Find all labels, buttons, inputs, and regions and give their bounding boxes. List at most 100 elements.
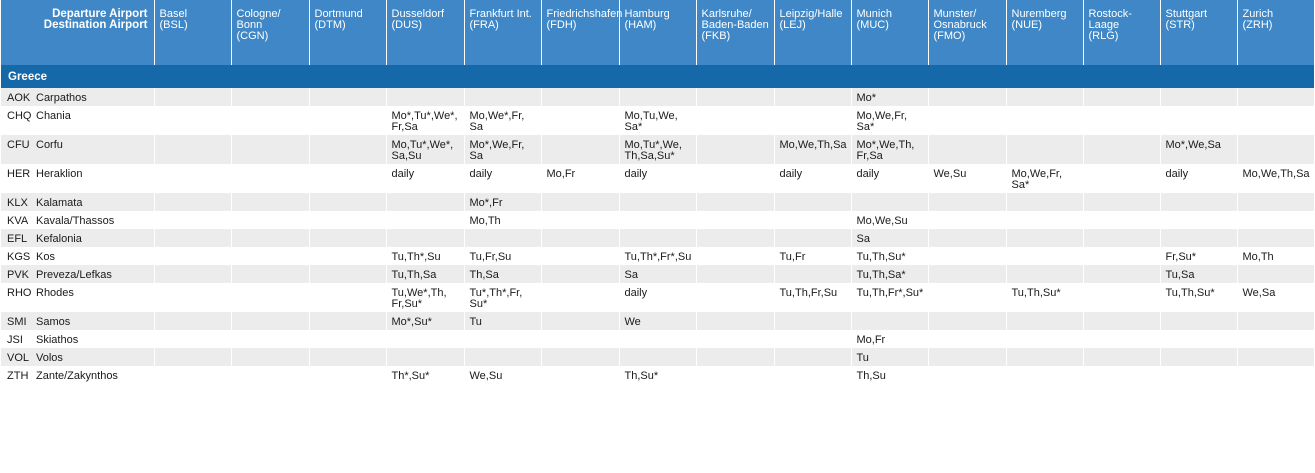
departure-column-header: Friedrichshafen (FDH)	[541, 0, 622, 65]
schedule-cell	[1237, 366, 1315, 384]
destination-row: RHO Rhodes Tu,We*,Th, Fr,Su* Tu*,Th*,Fr, Su…	[1, 283, 1315, 312]
schedule-cell	[309, 312, 387, 330]
schedule-cell: Mo*,We,Sa	[1160, 135, 1238, 164]
schedule-cell	[154, 283, 232, 312]
schedule-cell	[309, 211, 387, 229]
destination-name: Preveza/Lefkas	[36, 269, 112, 281]
destination-code: CHQ	[7, 110, 32, 122]
destination-code: KGS	[7, 251, 31, 263]
schedule-cell	[1083, 348, 1161, 366]
destination-airport-label: Destination Airport	[43, 19, 148, 31]
departure-column-header: Basel (BSL)	[154, 0, 232, 65]
schedule-cell	[774, 366, 852, 384]
schedule-cell: We	[619, 312, 697, 330]
section-title: Greece	[1, 65, 1314, 88]
departure-airport-code: (HAM)	[624, 19, 657, 31]
schedule-cell	[154, 211, 232, 229]
departure-column-header: Nuremberg (NUE)	[1006, 0, 1084, 65]
schedule-cell	[774, 330, 852, 348]
destination-name: Carpathos	[36, 92, 87, 104]
schedule-cell	[1083, 312, 1161, 330]
schedule-cell	[1083, 330, 1161, 348]
destination-row: SMI Samos Mo*,Su* Tu We	[1, 312, 1315, 330]
schedule-cell	[774, 348, 852, 366]
schedule-cell	[774, 88, 852, 106]
destination-row: ZTH Zante/Zakynthos Th*,Su* We,Su Th,Su* Th,S…	[1, 366, 1315, 384]
schedule-cell	[464, 348, 542, 366]
schedule-cell	[386, 229, 465, 247]
schedule-cell: Tu,We*,Th, Fr,Su*	[386, 283, 465, 312]
departure-airport-name: Dortmund	[314, 8, 363, 20]
schedule-cell	[696, 164, 775, 193]
schedule-cell	[386, 348, 465, 366]
schedule-cell	[928, 88, 1007, 106]
departure-column-header: Rostock-Laage (RLG)	[1083, 0, 1161, 65]
schedule-cell	[309, 283, 387, 312]
destination-row: AOK Carpathos Mo*	[1, 88, 1315, 106]
departure-airport-code: (DUS)	[391, 19, 423, 31]
schedule-cell	[154, 106, 232, 135]
schedule-cell	[696, 265, 775, 283]
departure-airport-code: (RLG)	[1088, 30, 1119, 42]
schedule-cell	[1237, 88, 1315, 106]
schedule-cell	[541, 348, 620, 366]
departure-column-header: Dortmund (DTM)	[309, 0, 387, 65]
schedule-cell	[696, 312, 775, 330]
schedule-cell	[1237, 211, 1315, 229]
departure-airport-code: (DTM)	[314, 19, 346, 31]
schedule-cell	[928, 366, 1007, 384]
schedule-cell: daily	[774, 164, 852, 193]
schedule-cell: Mo,Fr	[851, 330, 929, 348]
schedule-cell	[1006, 211, 1084, 229]
schedule-cell	[851, 193, 929, 211]
schedule-cell	[231, 265, 310, 283]
schedule-cell	[231, 312, 310, 330]
schedule-cell	[1237, 229, 1315, 247]
schedule-cell	[231, 211, 310, 229]
departure-column-header: Munich (MUC)	[851, 0, 929, 65]
schedule-cell	[1006, 135, 1084, 164]
schedule-cell	[231, 229, 310, 247]
schedule-cell	[774, 265, 852, 283]
schedule-cell	[1160, 348, 1238, 366]
departure-airport-name: Karlsruhe/ Baden-Baden	[701, 8, 769, 31]
schedule-cell	[928, 135, 1007, 164]
schedule-cell	[231, 193, 310, 211]
destination-name: Samos	[36, 316, 71, 328]
schedule-cell	[696, 229, 775, 247]
schedule-cell	[1006, 312, 1084, 330]
schedule-cell	[1237, 193, 1315, 211]
schedule-cell: Mo,We,Su	[851, 211, 929, 229]
schedule-cell	[231, 88, 310, 106]
schedule-cell: daily	[1160, 164, 1238, 193]
schedule-cell	[1006, 88, 1084, 106]
schedule-cell	[1237, 348, 1315, 366]
destination-name: Volos	[36, 352, 63, 364]
schedule-cell	[541, 265, 620, 283]
departure-airport-name: Zurich	[1242, 8, 1274, 20]
destination-cell: JSI Skiathos	[1, 330, 155, 348]
destination-name: Heraklion	[36, 168, 83, 180]
schedule-cell: Tu,Th,Sa*	[851, 265, 929, 283]
departure-airport-name: Cologne/ Bonn	[236, 8, 281, 31]
schedule-cell	[1237, 106, 1315, 135]
schedule-cell: daily	[464, 164, 542, 193]
schedule-cell	[386, 211, 465, 229]
schedule-cell	[386, 88, 465, 106]
schedule-cell	[231, 330, 310, 348]
schedule-cell: Tu,Th*,Su	[386, 247, 465, 265]
schedule-cell	[1083, 247, 1161, 265]
destination-row: HER Heraklion daily daily Mo,Fr daily daily dai…	[1, 164, 1315, 193]
schedule-cell	[928, 312, 1007, 330]
schedule-cell: Mo*,We,Th, Fr,Sa	[851, 135, 929, 164]
schedule-cell: Th*,Su*	[386, 366, 465, 384]
header-row: Departure Airport Destination Airport Ba…	[1, 0, 1315, 65]
schedule-cell	[309, 106, 387, 135]
schedule-cell	[774, 211, 852, 229]
schedule-cell	[1006, 193, 1084, 211]
destination-cell: HER Heraklion	[1, 164, 155, 193]
schedule-cell	[154, 330, 232, 348]
departure-airport-code: (ZRH)	[1242, 19, 1273, 31]
schedule-cell	[154, 88, 232, 106]
schedule-cell	[619, 348, 697, 366]
